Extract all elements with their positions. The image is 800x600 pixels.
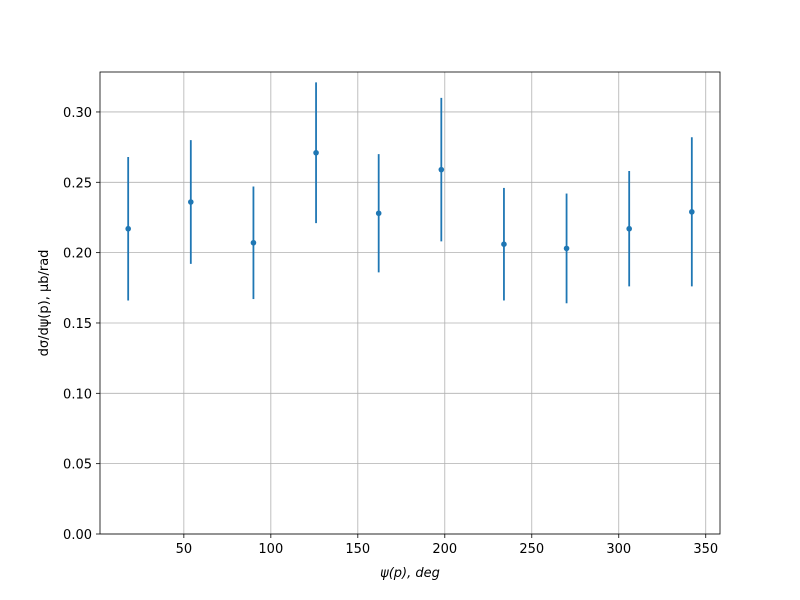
data-point (313, 149, 319, 156)
data-point (689, 209, 695, 215)
x-tick-label: 50 (176, 542, 193, 557)
data-point (375, 210, 382, 217)
y-tick-label: 0.20 (63, 247, 92, 262)
y-tick-label: 0.15 (63, 317, 92, 332)
data-point (438, 166, 445, 173)
x-tick-label: 350 (693, 542, 718, 557)
y-tick-label: 0.05 (63, 458, 92, 473)
y-axis-label: dσ/dψ(p), μb/rad (37, 250, 52, 357)
data-point (125, 225, 131, 232)
axes-frame (99, 71, 721, 535)
x-tick-label: 200 (432, 542, 457, 557)
data-point (563, 245, 570, 252)
y-tick-label: 0.25 (63, 176, 92, 191)
data-point (626, 225, 632, 232)
x-tick-label: 250 (519, 542, 544, 557)
x-tick-label: 150 (345, 542, 370, 557)
data-point (501, 241, 507, 247)
y-tick-label: 0.00 (63, 528, 92, 543)
data-point (188, 199, 194, 205)
data-point (250, 239, 257, 246)
y-tick-label: 0.10 (63, 387, 92, 402)
x-tick-label: 300 (606, 542, 631, 557)
x-axis-label: ψ(p), deg (380, 566, 440, 581)
x-tick-label: 100 (258, 542, 283, 557)
y-tick-label: 0.30 (63, 106, 92, 121)
